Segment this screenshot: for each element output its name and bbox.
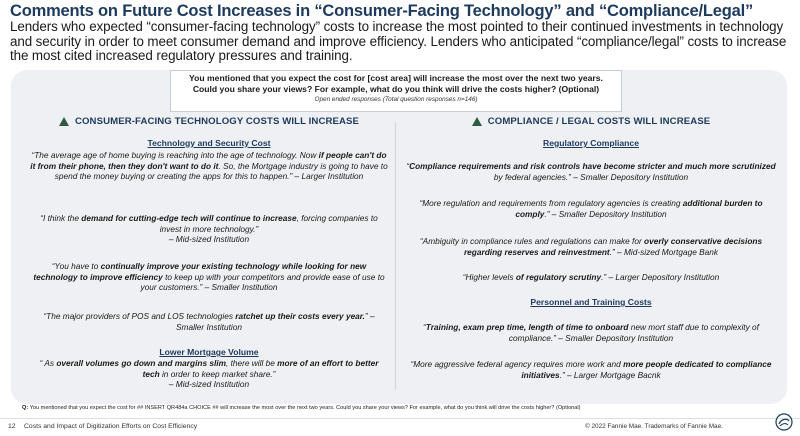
quote-left-5: “ As overall volumes go down and margins…	[39, 358, 379, 390]
triangle-up-icon	[471, 117, 482, 126]
section-title-regulatory-compliance: Regulatory Compliance	[543, 138, 639, 148]
right-heading-text: COMPLIANCE / LEGAL COSTS WILL INCREASE	[487, 116, 711, 127]
question-box: You mentioned that you expect the cost f…	[170, 70, 622, 112]
quote-left-2: “I think the demand for cutting-edge tec…	[40, 213, 378, 245]
quote-right-5: “Training, exam prep time, length of tim…	[423, 322, 759, 343]
footer-title: Costs and Impact of Digitization Efforts…	[24, 423, 198, 430]
quote-right-3: “Ambiguity in compliance rules and regul…	[419, 236, 763, 257]
quote-left-3: “You have to continually improve your ex…	[33, 261, 385, 293]
quote-right-1: “Compliance requirements and risk contro…	[406, 161, 776, 182]
page-title: Comments on Future Cost Increases in “Co…	[10, 2, 754, 20]
left-column: CONSUMER-FACING TECHNOLOGY COSTS WILL IN…	[30, 116, 388, 127]
content-panel	[11, 70, 787, 404]
page-subtitle: Lenders who expected “consumer-facing te…	[10, 19, 787, 64]
right-column-heading: COMPLIANCE / LEGAL COSTS WILL INCREASE	[405, 116, 777, 127]
quote-left-4: “The major providers of POS and LOS tech…	[43, 311, 375, 332]
question-line-1: You mentioned that you expect the cost f…	[189, 73, 603, 83]
right-column: COMPLIANCE / LEGAL COSTS WILL INCREASE	[405, 116, 777, 127]
copyright-notice: © 2022 Fannie Mae. Trademarks of Fannie …	[585, 423, 723, 430]
quote-right-2: “More regulation and requirements from r…	[419, 198, 763, 219]
question-footnote: Q: You mentioned that you expect the cos…	[22, 405, 581, 411]
section-title-lower-mortgage-volume: Lower Mortgage Volume	[159, 347, 259, 357]
section-title-personnel-training: Personnel and Training Costs	[530, 297, 652, 307]
fannie-mae-logo-icon	[775, 413, 793, 431]
quote-right-6: “More aggressive federal agency requires…	[410, 359, 772, 380]
section-title-technology-security: Technology and Security Cost	[147, 138, 271, 148]
quote-right-4: “Higher levels of regulatory scrutiny.” …	[462, 272, 720, 282]
triangle-up-icon	[58, 117, 69, 126]
left-heading-text: CONSUMER-FACING TECHNOLOGY COSTS WILL IN…	[74, 116, 360, 127]
quote-left-1: “The average age of home buying is reach…	[30, 150, 388, 182]
left-column-heading: CONSUMER-FACING TECHNOLOGY COSTS WILL IN…	[30, 116, 388, 127]
page-number: 12	[8, 423, 16, 430]
question-responses-note: Open ended responses (Total question res…	[314, 96, 478, 103]
column-divider	[395, 122, 396, 390]
question-line-2: Could you share your views? For example,…	[192, 84, 600, 94]
footer-divider	[0, 418, 800, 419]
